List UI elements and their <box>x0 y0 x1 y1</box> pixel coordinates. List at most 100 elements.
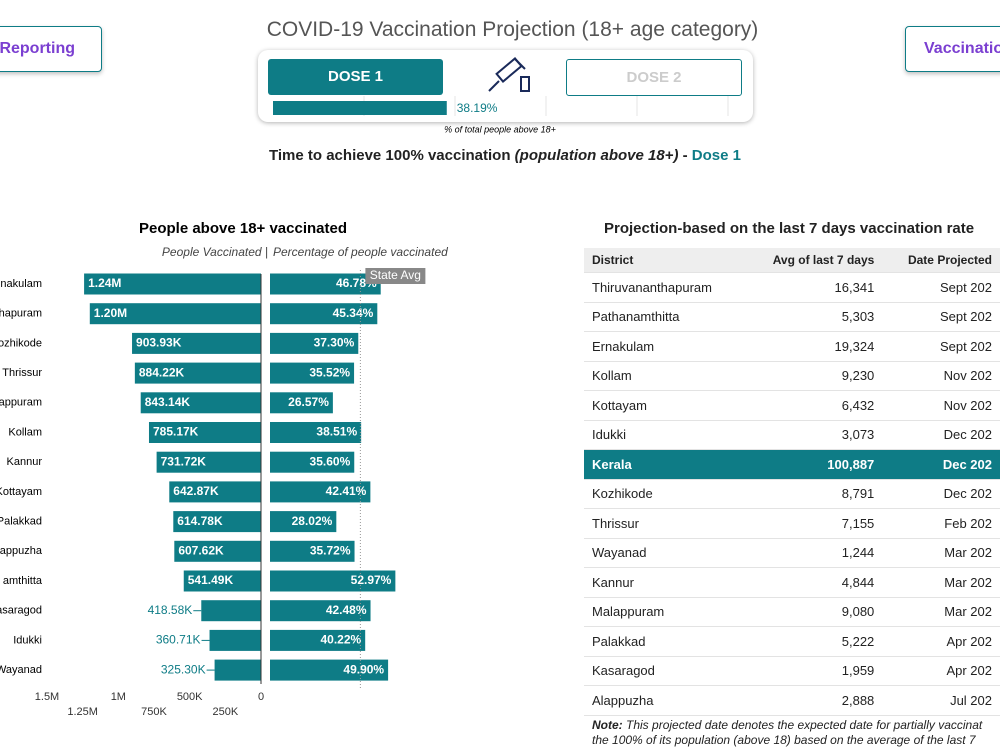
table-row: Idukki 3,073 Dec 202 <box>584 420 1000 450</box>
bar <box>270 511 337 533</box>
x-tick-label: 1.5M <box>35 691 59 703</box>
bar <box>270 451 355 473</box>
table-cell: Feb 202 <box>882 508 1000 539</box>
value-label: 40.22% <box>320 633 361 647</box>
subtitle-dash: - <box>682 147 688 164</box>
table-cell: Thrissur <box>584 508 744 539</box>
dose1-button[interactable]: DOSE 1 <box>268 59 443 95</box>
table-cell: Mar 202 <box>882 538 1000 568</box>
x-tick-label: 750K <box>141 706 167 718</box>
bar <box>270 303 378 325</box>
table-cell: 100,887 <box>743 449 883 480</box>
table-cell: Sept 202 <box>882 302 1000 332</box>
table-cell: Apr 202 <box>882 656 1000 686</box>
value-label: 843.14K <box>145 395 191 409</box>
note: Note: This projected date denotes the ex… <box>592 718 982 748</box>
table-row: Thrissur 7,155 Feb 202 <box>584 508 1000 539</box>
table-cell: Palakkad <box>584 626 744 657</box>
bar <box>270 481 371 503</box>
value-label: 35.72% <box>310 543 351 557</box>
x-tick-label: 500K <box>177 691 203 703</box>
table-row: Kasaragod 1,959 Apr 202 <box>584 656 1000 686</box>
value-label: 1.24M <box>88 276 121 290</box>
table-cell: 5,303 <box>743 302 883 332</box>
value-label: 360.71K <box>156 633 201 647</box>
bar <box>270 273 381 295</box>
table-cell: Mar 202 <box>882 567 1000 598</box>
table-row: Palakkad 5,222 Apr 202 <box>584 626 1000 657</box>
category-label: asaragod <box>0 605 42 617</box>
button-label: Vaccinatio <box>924 40 1000 57</box>
value-label: 731.72K <box>161 454 207 468</box>
table-cell: Kannur <box>584 567 744 598</box>
bar <box>270 362 355 384</box>
table-row: Alappuzha 2,888 Jul 202 <box>584 685 1000 716</box>
table-cell: 2,888 <box>743 685 883 716</box>
value-label: 28.02% <box>292 514 333 528</box>
subtitle-text: Time to achieve 100% vaccination <box>268 147 511 164</box>
chart-subtitle: Percentage of people vaccinated <box>273 245 448 259</box>
value-label: 325.30K <box>161 662 206 676</box>
bar <box>201 600 261 622</box>
value-label: 37.30% <box>314 336 355 350</box>
value-label: 35.52% <box>309 365 350 379</box>
subtitle-dose: Dose 1 <box>691 147 741 164</box>
bar <box>89 303 261 325</box>
value-label: 642.87K <box>173 484 219 498</box>
page-title: COVID-19 Vaccination Projection (18+ age… <box>266 18 759 41</box>
dose2-button[interactable]: DOSE 2 <box>566 59 742 96</box>
table-row: Kollam 9,230 Nov 202 <box>584 361 1000 391</box>
column-header: District <box>584 248 744 273</box>
bar <box>140 392 261 414</box>
x-tick-label: 1.25M <box>67 706 98 718</box>
bar <box>169 481 261 503</box>
progress-caption: % of total people above 18+ <box>444 124 556 134</box>
note-line: the 100% of its population (above 18) ba… <box>592 733 976 747</box>
bar <box>270 392 333 414</box>
category-label: Kottayam <box>0 486 42 498</box>
table-cell: 16,341 <box>743 272 883 303</box>
value-label: 26.57% <box>288 395 329 409</box>
value-label: 49.90% <box>343 662 384 676</box>
table-cell: 4,844 <box>743 567 883 598</box>
x-tick-label: 250K <box>212 706 238 718</box>
table-row: Wayanad 1,244 Mar 202 <box>584 538 1000 568</box>
table-row: Pathanamthitta 5,303 Sept 202 <box>584 302 1000 332</box>
bar <box>214 659 261 681</box>
category-label: ozhikode <box>0 337 42 349</box>
x-tick-label: 1M <box>111 691 126 703</box>
table-cell: Kollam <box>584 361 744 391</box>
table-cell: Nov 202 <box>882 390 1000 421</box>
table-cell: 19,324 <box>743 331 883 362</box>
bar <box>156 451 261 473</box>
table-cell: 9,230 <box>743 361 883 391</box>
reporting-button[interactable]: Reporting <box>0 26 102 72</box>
table-cell: Sept 202 <box>882 331 1000 362</box>
note-line: This projected date denotes the expected… <box>626 718 983 732</box>
table-cell: 5,222 <box>743 626 883 657</box>
projection-table: District Avg of last 7 days Date Projected… <box>584 248 1000 716</box>
category-label: appuram <box>0 397 42 409</box>
category-label: hapuram <box>0 308 42 320</box>
button-label: Reporting <box>0 40 75 57</box>
table-cell: Apr 202 <box>882 626 1000 657</box>
value-label: 903.93K <box>136 336 182 350</box>
value-label: 418.58K <box>148 603 193 617</box>
column-header: Avg of last 7 days <box>743 248 883 273</box>
category-label: Thrissur <box>2 367 42 379</box>
progress-label: 38.19% <box>457 101 498 115</box>
table-row: Kottayam 6,432 Nov 202 <box>584 390 1000 421</box>
table-cell: 1,959 <box>743 656 883 686</box>
vaccination-button[interactable]: Vaccinatio <box>905 26 1000 72</box>
table-row: Thiruvananthapuram 16,341 Sept 202 <box>584 272 1000 303</box>
value-label: 52.97% <box>351 573 392 587</box>
table-row: Kannur 4,844 Mar 202 <box>584 567 1000 598</box>
table-cell: Thiruvananthapuram <box>584 272 744 303</box>
table-cell: Alappuzha <box>584 685 744 716</box>
bar <box>132 332 261 354</box>
value-label: 541.49K <box>188 573 234 587</box>
table-cell: Pathanamthitta <box>584 302 744 332</box>
value-label: 607.62K <box>178 543 224 557</box>
bar <box>209 629 261 651</box>
